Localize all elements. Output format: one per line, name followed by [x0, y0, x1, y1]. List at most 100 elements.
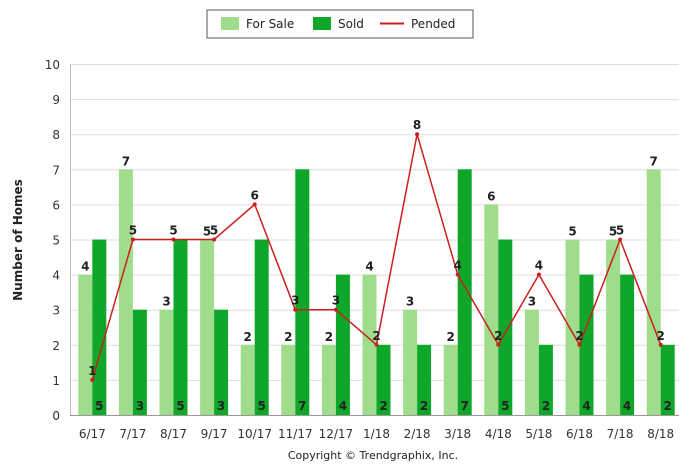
pended-point — [455, 272, 460, 277]
bar-sold — [538, 344, 553, 415]
y-tick-label: 6 — [52, 198, 60, 212]
data-label-for-sale: 4 — [365, 260, 373, 274]
bar-for-sale — [403, 309, 418, 415]
x-tick-label: 3/18 — [444, 427, 471, 441]
copyright: Copyright © Trendgraphix, Inc. — [288, 449, 458, 462]
data-label-sold: 2 — [420, 399, 428, 413]
data-label-for-sale: 6 — [487, 189, 495, 203]
pended-point — [293, 307, 298, 312]
data-label-sold: 2 — [379, 399, 387, 413]
data-label-sold: 5 — [95, 399, 103, 413]
bar-for-sale — [524, 309, 539, 415]
data-label-pended: 2 — [575, 329, 583, 343]
x-tick-label: 4/18 — [485, 427, 512, 441]
pended-point — [658, 342, 663, 347]
data-label-sold: 5 — [258, 399, 266, 413]
x-tick-label: 5/18 — [525, 427, 552, 441]
y-tick-label: 4 — [52, 269, 60, 283]
y-tick-label: 7 — [52, 163, 60, 177]
data-label-sold: 4 — [339, 399, 347, 413]
pended-point — [333, 307, 338, 312]
bar-sold — [417, 344, 432, 415]
bar-for-sale — [240, 344, 255, 415]
legend-box — [206, 9, 474, 39]
x-tick-label: 8/17 — [160, 427, 187, 441]
data-label-pended: 3 — [332, 294, 340, 308]
y-tick-label: 8 — [52, 128, 60, 142]
bar-sold — [214, 309, 229, 415]
legend-label-sold: Sold — [338, 17, 364, 31]
data-label-pended: 2 — [657, 329, 665, 343]
y-tick-label: 5 — [52, 234, 60, 248]
data-label-for-sale: 2 — [244, 330, 252, 344]
y-tick-label: 2 — [52, 339, 60, 353]
y-tick-label: 1 — [52, 374, 60, 388]
data-label-sold: 5 — [501, 399, 509, 413]
data-label-pended: 5 — [169, 224, 177, 238]
pended-point — [130, 237, 135, 242]
bar-sold — [376, 344, 391, 415]
bar-sold — [457, 169, 472, 415]
bar-for-sale — [159, 309, 174, 415]
bar-sold — [620, 274, 635, 415]
legend-label-pended: Pended — [411, 17, 455, 31]
pended-point — [90, 377, 95, 382]
bar-for-sale — [200, 239, 215, 415]
data-label-sold: 2 — [664, 399, 672, 413]
bar-sold — [579, 274, 594, 415]
y-axis-ticks: 0 1 2 3 4 5 6 7 8 9 10 — [45, 58, 60, 423]
data-label-pended: 5 — [616, 224, 624, 238]
x-tick-label: 9/17 — [201, 427, 228, 441]
data-label-for-sale: 2 — [447, 330, 455, 344]
data-label-sold: 7 — [298, 399, 306, 413]
y-tick-label: 10 — [45, 58, 60, 72]
bar-sold — [254, 239, 269, 415]
pended-point — [374, 342, 379, 347]
pended-point — [415, 132, 420, 137]
pended-point — [171, 237, 176, 242]
pended-point — [618, 237, 623, 242]
pended-point — [252, 202, 257, 207]
bar-for-sale — [606, 239, 621, 415]
legend-swatch-for-sale — [221, 17, 239, 30]
x-tick-label: 7/17 — [119, 427, 146, 441]
x-tick-label: 6/18 — [566, 427, 593, 441]
bar-sold — [660, 344, 675, 415]
data-label-for-sale: 7 — [650, 154, 658, 168]
bar-sold — [335, 274, 350, 415]
bars — [78, 169, 675, 415]
bar-for-sale — [443, 344, 458, 415]
data-label-pended: 4 — [535, 259, 543, 273]
data-label-for-sale: 2 — [325, 330, 333, 344]
y-axis-label: Number of Homes — [11, 179, 25, 301]
data-label-sold: 7 — [461, 399, 469, 413]
x-tick-label: 1/18 — [363, 427, 390, 441]
bar-sold — [498, 239, 513, 415]
legend-label-for-sale: For Sale — [246, 17, 294, 31]
x-axis-ticks: 6/17 7/17 8/17 9/17 10/17 11/17 12/17 1/18 2/18 3… — [79, 427, 674, 441]
bar-for-sale — [362, 274, 377, 415]
legend: For Sale Sold Pended — [206, 9, 474, 39]
bar-for-sale — [78, 274, 93, 415]
data-label-for-sale: 4 — [81, 260, 89, 274]
y-tick-label: 9 — [52, 93, 60, 107]
bar-for-sale — [484, 204, 499, 415]
data-label-for-sale: 5 — [568, 225, 576, 239]
bar-for-sale — [565, 239, 580, 415]
bar-sold — [92, 239, 107, 415]
x-tick-label: 10/17 — [237, 427, 272, 441]
data-label-pended: 5 — [210, 224, 218, 238]
bar-for-sale — [321, 344, 336, 415]
x-tick-label: 6/17 — [79, 427, 106, 441]
data-label-for-sale: 5 — [609, 225, 617, 239]
x-tick-label: 12/17 — [319, 427, 354, 441]
legend-swatch-sold — [313, 17, 331, 30]
bar-for-sale — [646, 169, 661, 415]
data-label-sold: 4 — [582, 399, 590, 413]
data-label-pended: 1 — [88, 364, 96, 378]
data-label-pended: 2 — [494, 329, 502, 343]
x-tick-label: 7/18 — [607, 427, 634, 441]
bar-sold — [295, 169, 310, 415]
data-label-for-sale: 7 — [122, 154, 130, 168]
pended-line — [90, 132, 663, 382]
